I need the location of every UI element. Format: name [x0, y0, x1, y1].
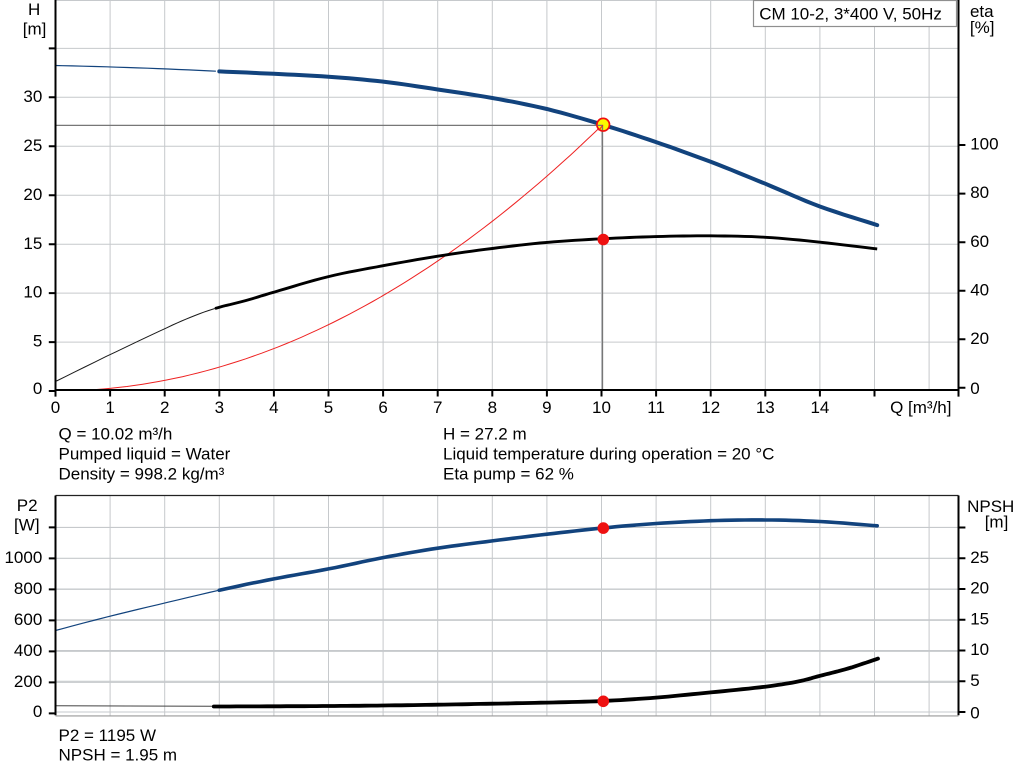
svg-text:400: 400	[14, 641, 42, 660]
svg-text:20: 20	[23, 185, 42, 204]
svg-text:5: 5	[324, 398, 333, 417]
svg-text:5: 5	[33, 332, 42, 351]
svg-text:[m]: [m]	[985, 512, 1009, 531]
svg-text:20: 20	[970, 329, 989, 348]
svg-text:12: 12	[701, 398, 720, 417]
svg-text:40: 40	[970, 280, 989, 299]
svg-text:30: 30	[23, 87, 42, 106]
svg-text:100: 100	[970, 135, 998, 154]
svg-text:0: 0	[33, 702, 42, 721]
svg-text:NPSH: NPSH	[967, 497, 1014, 516]
svg-text:P2: P2	[17, 496, 38, 515]
svg-text:14: 14	[810, 398, 829, 417]
svg-text:4: 4	[269, 398, 278, 417]
svg-text:200: 200	[14, 672, 42, 691]
svg-text:11: 11	[647, 398, 665, 417]
svg-text:10: 10	[23, 283, 42, 302]
svg-text:15: 15	[23, 234, 42, 253]
svg-text:5: 5	[970, 671, 979, 690]
svg-text:Pumped liquid = Water: Pumped liquid = Water	[59, 445, 231, 464]
svg-text:H: H	[28, 0, 40, 19]
svg-text:eta: eta	[970, 2, 994, 21]
svg-text:Eta pump = 62 %: Eta pump = 62 %	[443, 465, 574, 484]
svg-text:10: 10	[970, 640, 989, 659]
svg-text:[m]: [m]	[23, 19, 47, 38]
svg-text:0: 0	[970, 704, 979, 723]
svg-text:13: 13	[756, 398, 775, 417]
svg-text:0: 0	[33, 379, 42, 398]
svg-text:Density = 998.2 kg/m³: Density = 998.2 kg/m³	[59, 465, 225, 484]
svg-text:Liquid temperature during oper: Liquid temperature during operation = 20…	[443, 445, 774, 464]
svg-text:1000: 1000	[4, 548, 42, 567]
svg-text:600: 600	[14, 610, 42, 629]
svg-text:15: 15	[970, 609, 989, 628]
svg-text:60: 60	[970, 232, 989, 251]
svg-text:9: 9	[542, 398, 551, 417]
svg-text:80: 80	[970, 183, 989, 202]
svg-text:1: 1	[105, 398, 114, 417]
svg-text:20: 20	[970, 579, 989, 598]
svg-text:6: 6	[378, 398, 387, 417]
svg-text:CM 10-2, 3*400 V, 50Hz: CM 10-2, 3*400 V, 50Hz	[759, 4, 942, 23]
svg-text:Q [m³/h]: Q [m³/h]	[890, 398, 951, 417]
svg-text:800: 800	[14, 579, 42, 598]
svg-text:[W]: [W]	[14, 515, 40, 534]
svg-text:10: 10	[592, 398, 611, 417]
svg-text:P2 = 1195 W: P2 = 1195 W	[59, 726, 157, 745]
svg-text:25: 25	[970, 548, 989, 567]
svg-text:[%]: [%]	[970, 18, 995, 37]
svg-text:8: 8	[488, 398, 497, 417]
svg-text:7: 7	[433, 398, 442, 417]
svg-text:2: 2	[160, 398, 169, 417]
svg-text:Q = 10.02 m³/h: Q = 10.02 m³/h	[59, 425, 173, 444]
svg-text:H = 27.2 m: H = 27.2 m	[443, 425, 527, 444]
svg-text:25: 25	[23, 136, 42, 155]
svg-text:3: 3	[215, 398, 224, 417]
svg-text:0: 0	[51, 398, 60, 417]
svg-text:0: 0	[970, 379, 979, 398]
svg-text:NPSH = 1.95 m: NPSH = 1.95 m	[59, 746, 178, 765]
